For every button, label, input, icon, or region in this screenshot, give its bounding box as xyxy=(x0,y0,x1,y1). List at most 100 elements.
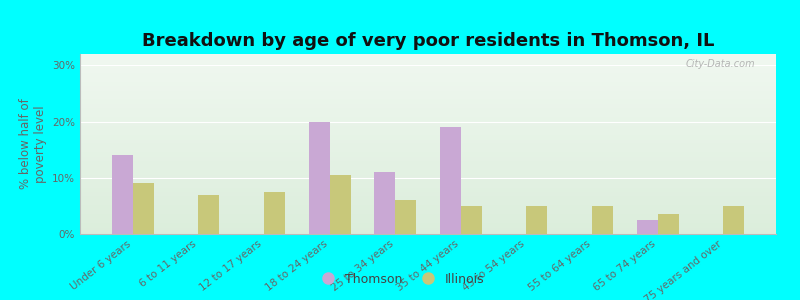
Bar xyxy=(80,228,776,229)
Bar xyxy=(80,124,776,125)
Bar xyxy=(80,103,776,104)
Bar xyxy=(80,80,776,81)
Bar xyxy=(80,214,776,215)
Bar xyxy=(80,128,776,129)
Bar xyxy=(80,71,776,72)
Bar xyxy=(80,62,776,63)
Bar xyxy=(80,116,776,117)
Bar xyxy=(80,118,776,119)
Bar xyxy=(80,81,776,82)
Bar xyxy=(80,92,776,93)
Bar xyxy=(80,220,776,221)
Bar xyxy=(526,206,547,234)
Bar xyxy=(80,208,776,209)
Bar xyxy=(80,199,776,200)
Bar xyxy=(80,130,776,131)
Bar xyxy=(80,65,776,66)
Bar xyxy=(80,143,776,144)
Bar xyxy=(80,59,776,60)
Bar xyxy=(80,153,776,154)
Bar xyxy=(80,111,776,112)
Bar xyxy=(80,212,776,213)
Bar xyxy=(80,91,776,92)
Bar xyxy=(80,98,776,99)
Bar xyxy=(80,72,776,73)
Title: Breakdown by age of very poor residents in Thomson, IL: Breakdown by age of very poor residents … xyxy=(142,32,714,50)
Bar xyxy=(80,224,776,225)
Bar xyxy=(80,138,776,139)
Bar xyxy=(80,89,776,90)
Bar xyxy=(80,84,776,85)
Bar xyxy=(80,150,776,151)
Bar xyxy=(80,183,776,184)
Bar xyxy=(80,102,776,103)
Bar xyxy=(80,172,776,173)
Bar xyxy=(80,200,776,201)
Bar xyxy=(80,146,776,147)
Bar xyxy=(80,176,776,177)
Bar xyxy=(80,205,776,206)
Bar xyxy=(80,227,776,228)
Bar xyxy=(80,215,776,216)
Bar xyxy=(80,85,776,86)
Bar xyxy=(80,78,776,79)
Bar xyxy=(80,63,776,64)
Bar xyxy=(80,166,776,167)
Bar xyxy=(80,203,776,204)
Bar xyxy=(198,195,219,234)
Bar xyxy=(80,164,776,165)
Bar xyxy=(80,181,776,182)
Bar xyxy=(80,99,776,100)
Bar xyxy=(80,114,776,115)
Bar xyxy=(80,133,776,134)
Bar xyxy=(80,210,776,211)
Bar xyxy=(637,220,658,234)
Bar xyxy=(80,211,776,212)
Bar xyxy=(80,60,776,61)
Bar xyxy=(80,197,776,198)
Bar xyxy=(80,168,776,169)
Bar xyxy=(80,106,776,107)
Bar xyxy=(80,140,776,141)
Bar xyxy=(80,189,776,190)
Bar xyxy=(80,217,776,218)
Bar xyxy=(80,112,776,113)
Bar xyxy=(80,147,776,148)
Bar xyxy=(80,69,776,70)
Bar xyxy=(309,122,330,234)
Bar xyxy=(80,174,776,175)
Bar xyxy=(80,194,776,195)
Bar xyxy=(80,100,776,101)
Bar xyxy=(80,221,776,222)
Bar xyxy=(80,57,776,58)
Bar xyxy=(80,122,776,123)
Bar xyxy=(80,233,776,234)
Bar xyxy=(80,198,776,199)
Bar xyxy=(80,58,776,59)
Bar xyxy=(80,54,776,55)
Bar xyxy=(461,206,482,234)
Bar xyxy=(80,94,776,95)
Bar xyxy=(80,148,776,149)
Bar xyxy=(80,107,776,108)
Bar xyxy=(80,230,776,231)
Bar xyxy=(80,90,776,91)
Bar xyxy=(80,96,776,97)
Bar xyxy=(80,135,776,136)
Bar xyxy=(80,154,776,155)
Bar xyxy=(80,182,776,183)
Bar xyxy=(80,83,776,84)
Bar xyxy=(80,177,776,178)
Bar xyxy=(80,201,776,202)
Bar xyxy=(80,167,776,168)
Bar xyxy=(80,95,776,96)
Bar xyxy=(80,145,776,146)
Bar xyxy=(80,77,776,78)
Bar xyxy=(440,127,461,234)
Bar xyxy=(80,73,776,74)
Bar xyxy=(80,193,776,194)
Bar xyxy=(80,121,776,122)
Bar xyxy=(80,144,776,145)
Bar xyxy=(133,183,154,234)
Bar xyxy=(80,204,776,205)
